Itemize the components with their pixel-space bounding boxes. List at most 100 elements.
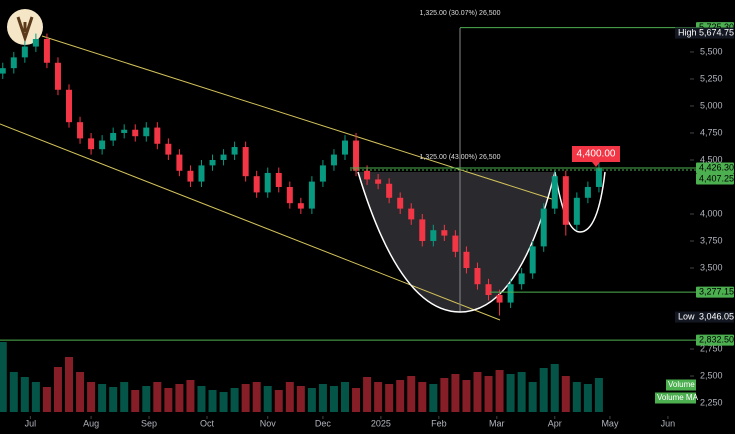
candle-body (562, 176, 569, 225)
x-tick-label: Nov (260, 418, 277, 428)
candle-body (21, 46, 28, 58)
candle-body (595, 168, 602, 187)
candle-body (154, 127, 161, 144)
volume-bar (561, 376, 570, 412)
candle-body (507, 284, 514, 303)
annotation: 1,325.00 (43.00%) 26,500 (420, 154, 501, 161)
volume-bar (451, 374, 460, 412)
volume-bar (572, 382, 581, 412)
volume-bar (296, 386, 305, 412)
volume-bar (76, 372, 85, 412)
candle-body (66, 89, 72, 123)
extreme-name: Low (678, 311, 695, 321)
level-label: 2,832.50 (699, 334, 734, 344)
volume-bar (65, 357, 73, 412)
candle-body (584, 186, 591, 198)
volume-bar (219, 392, 228, 412)
volume-bar (352, 388, 361, 412)
volume-bar (197, 386, 206, 412)
volume-bar (142, 386, 151, 412)
extreme-name: High (678, 27, 697, 37)
logo-mark (16, 16, 34, 43)
volume-bar (473, 372, 482, 412)
volume-bar (583, 384, 592, 412)
x-tick-label: 2025 (371, 418, 391, 428)
volume-bar (164, 388, 173, 412)
volume-bar (385, 384, 394, 412)
volume-bar (87, 382, 96, 412)
volume-bar (363, 377, 372, 412)
volume-bar (31, 382, 40, 412)
level-label: 5,725.30 (699, 22, 734, 32)
y-tick-label: 3,500 (700, 262, 723, 272)
candle-body (397, 197, 404, 209)
candle-body (441, 230, 448, 236)
candle-body (573, 197, 580, 225)
candle-body (430, 230, 437, 242)
extreme-box (675, 311, 734, 323)
volume-bar (131, 390, 140, 412)
volume-bar (230, 388, 239, 412)
volume-bar (241, 384, 250, 412)
candle-body (529, 246, 536, 274)
level-box (696, 334, 734, 346)
candle-body (99, 140, 106, 150)
legend-label: Volume MA (657, 393, 699, 402)
x-tick-label: Jun (661, 418, 676, 428)
candle-body (452, 235, 459, 252)
candle-body (187, 170, 194, 182)
volume-bar (528, 382, 537, 412)
y-tick-label: 5,250 (700, 73, 723, 83)
x-tick-label: Feb (431, 418, 447, 428)
candle-body (540, 208, 547, 247)
volume-bar (418, 382, 427, 412)
volume-bar (175, 384, 184, 412)
level-label: 4,407.25 (699, 173, 734, 183)
candle-body (297, 203, 304, 209)
volume-bar (539, 368, 548, 412)
candle-body (474, 268, 481, 285)
x-tick-label: Oct (200, 418, 215, 428)
candle-body (132, 129, 139, 137)
candle-body (253, 176, 260, 193)
y-tick-label: 4,750 (700, 127, 723, 137)
volume-bar (374, 382, 383, 412)
volume-bar (153, 382, 162, 412)
legend-label: Volume (668, 380, 695, 389)
callout-box (572, 146, 620, 167)
x-tick-label: May (601, 418, 619, 428)
candle-body (43, 38, 50, 63)
volume-bar (109, 387, 118, 412)
candle-body (375, 179, 382, 184)
level-box (696, 173, 734, 185)
handle-arc (554, 171, 606, 233)
volume-bar (53, 367, 62, 412)
volume-bar (98, 384, 107, 412)
candle-body (419, 219, 426, 242)
volume-bar (186, 380, 195, 412)
candle-body (54, 62, 61, 90)
volume-bar (594, 378, 603, 412)
candle-body (330, 154, 337, 166)
y-tick-label: 2,500 (700, 370, 723, 380)
volume-bar (307, 388, 316, 412)
candle-body (242, 147, 249, 177)
volume-bar (396, 380, 405, 412)
volume-bar (550, 364, 559, 412)
volume-bar (440, 378, 449, 412)
volume-bar (462, 380, 471, 412)
volume-bar (341, 382, 349, 412)
volume-bar (506, 374, 515, 412)
candle-body (198, 165, 205, 182)
volume-bar (42, 387, 51, 412)
candle-body (319, 165, 326, 182)
extreme-label: 5,674.75 (699, 27, 734, 37)
candle-body (220, 154, 227, 160)
y-tick-label: 2,750 (700, 343, 723, 353)
level-box (696, 286, 734, 298)
candle-body (165, 143, 172, 155)
volume-bar (429, 384, 438, 412)
candle-body (408, 208, 415, 220)
annotation: 1,325.00 (30.07%) 26,500 (420, 10, 501, 17)
